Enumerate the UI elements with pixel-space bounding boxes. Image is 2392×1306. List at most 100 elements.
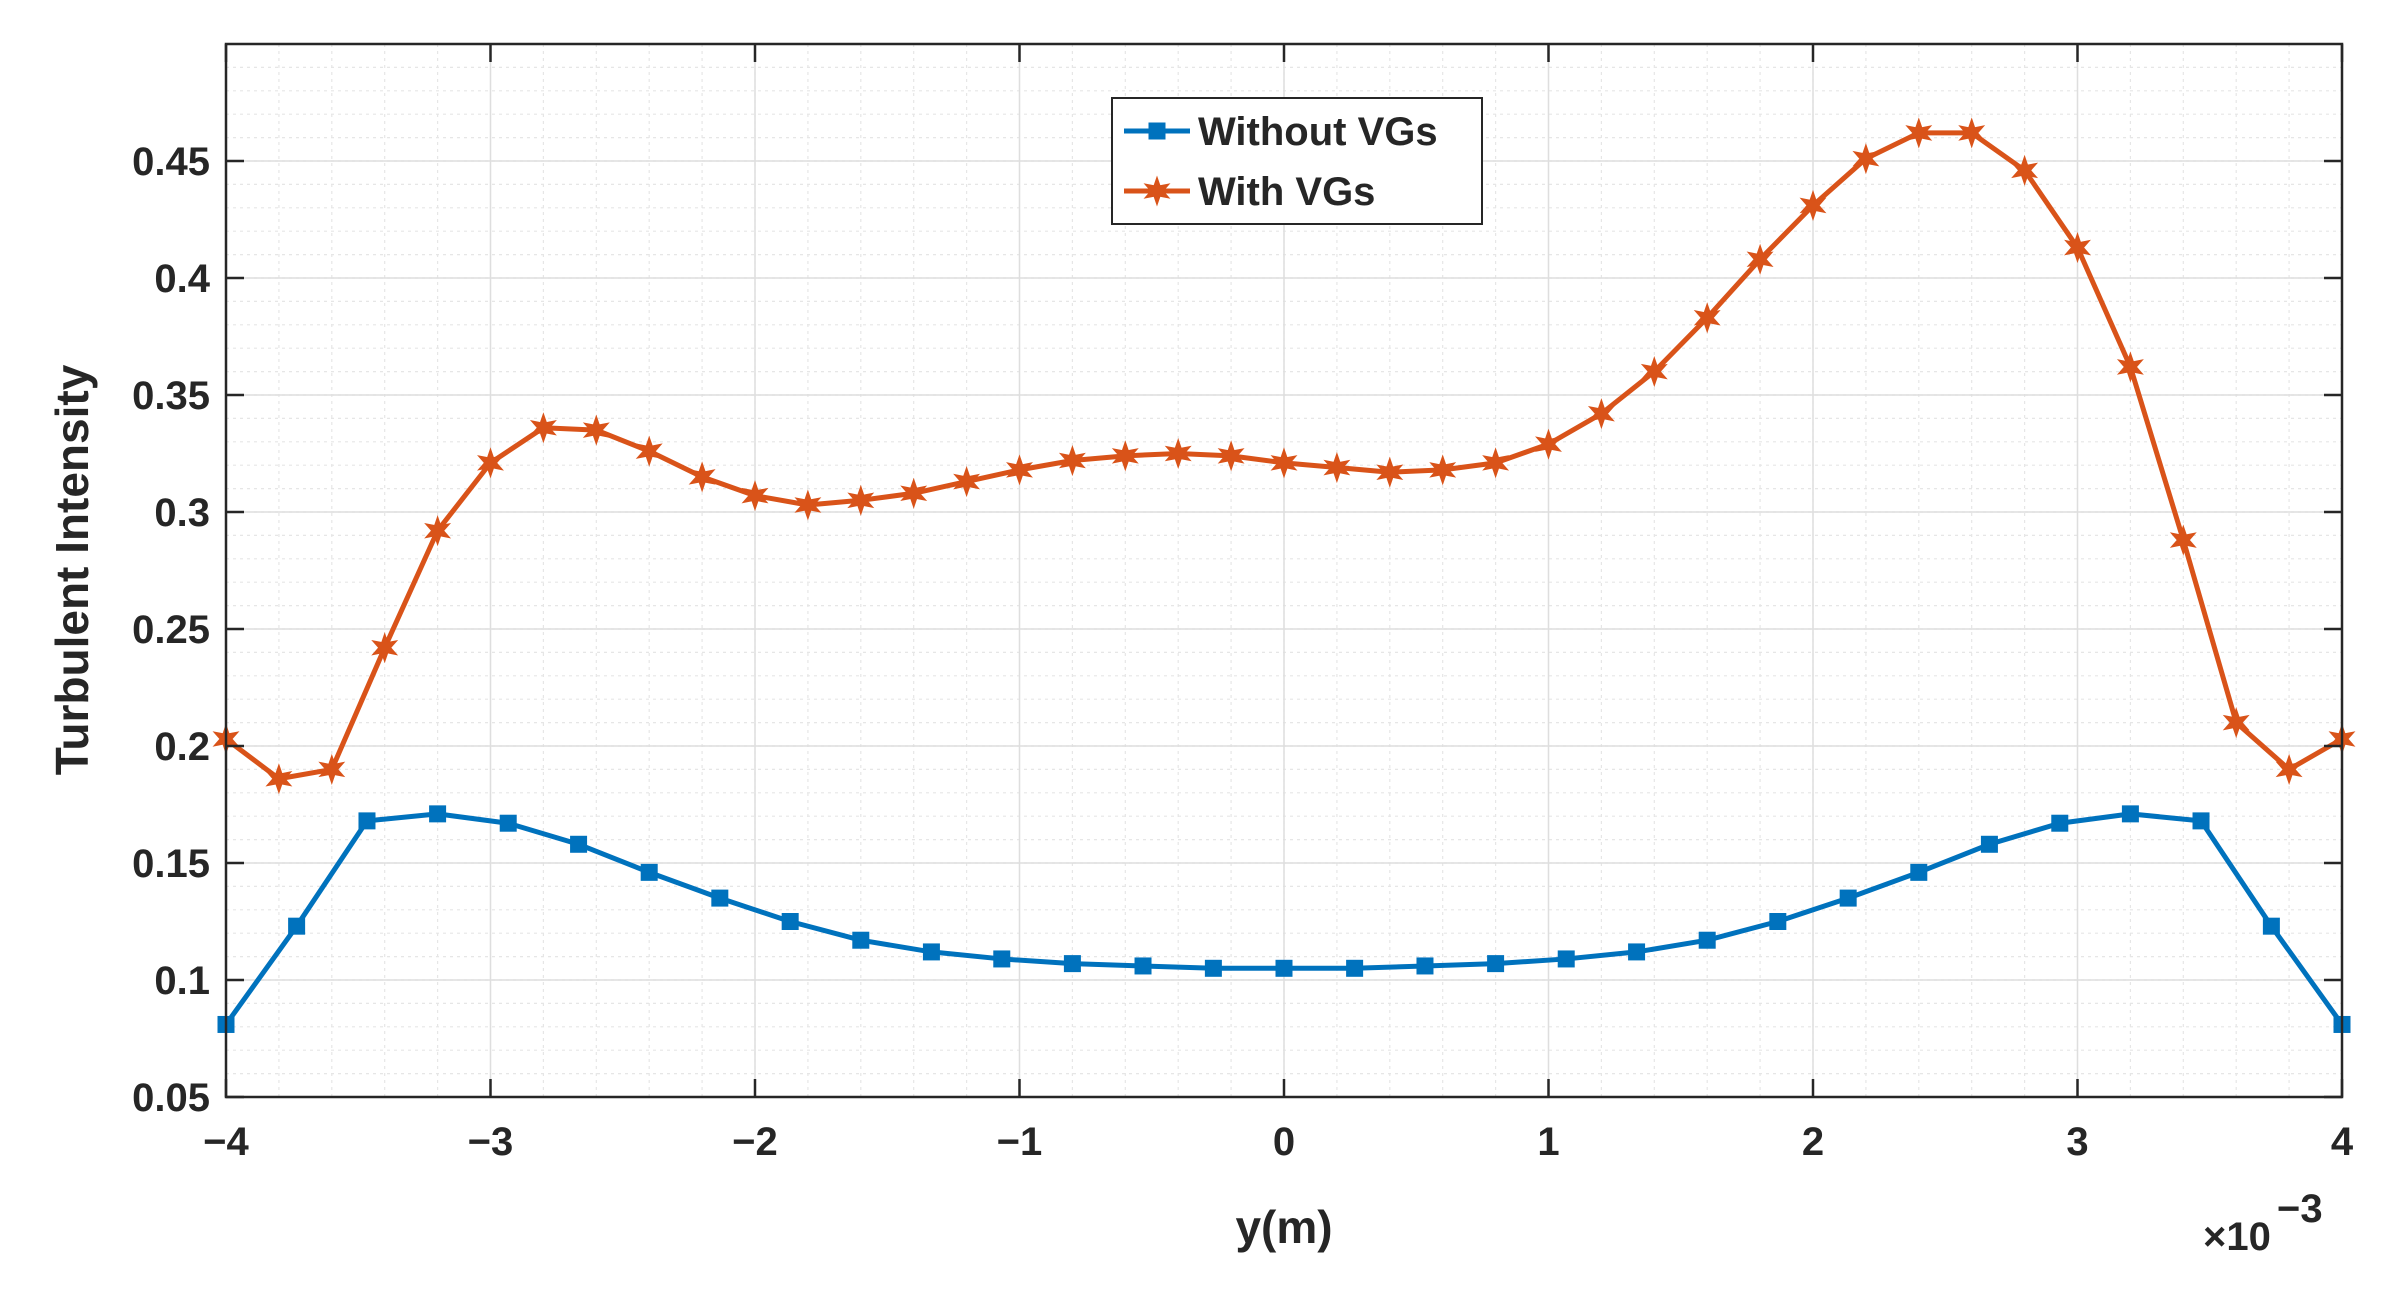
data-point [2011,154,2039,186]
data-point [640,863,658,881]
data-point [953,466,981,498]
data-point [1006,454,1033,486]
data-point [847,484,875,516]
data-point [529,412,557,444]
y-tick-label: 0.45 [132,140,210,184]
data-point [1628,943,1646,961]
data-point [499,814,517,832]
data-point [288,917,306,935]
data-point [1746,243,1774,275]
data-point [1799,189,1827,222]
data-point [2262,917,2280,935]
data-point [1980,835,1998,853]
legend-label: Without VGs [1198,110,1438,154]
legend-entries: Without VGs With VGs [1124,110,1438,214]
data-point [1958,117,1986,149]
legend: Without VGs With VGs [1111,97,1483,225]
data-point [429,805,447,823]
x-exponent: ×10 −3 [2203,1187,2323,1259]
y-tick-labels: 0.05 0.1 0.15 0.2 0.25 0.3 0.35 0.4 0.45 [132,140,211,1120]
series-layer [212,117,2356,1033]
data-point [900,477,928,509]
y-tick-label: 0.2 [154,725,210,769]
data-point [794,489,822,521]
data-point [1769,913,1787,930]
data-point [1204,959,1222,977]
legend-marker [1148,122,1166,140]
series-0 [217,805,2351,1033]
data-point [1270,447,1298,479]
y-tick-label: 0.4 [154,257,210,301]
data-point [1164,437,1192,470]
data-point [1698,931,1716,949]
data-point [1535,428,1562,460]
x-tick-label: −4 [203,1120,249,1164]
data-point [1640,356,1668,388]
data-point [2064,232,2091,264]
data-point [424,515,452,547]
data-point [371,632,399,664]
data-point [2051,814,2069,832]
x-tick-label: −2 [732,1120,778,1164]
y-tick-label: 0.1 [154,959,210,1003]
data-point [2192,812,2210,830]
data-point [741,480,769,512]
data-point [2169,524,2197,556]
legend-box [1111,97,1483,225]
data-point [1852,143,1880,175]
x-tick-label: 2 [1802,1120,1824,1164]
axis-ticks [224,44,2344,1099]
data-point [1275,959,1293,977]
data-point [1323,451,1351,484]
y-tick-label: 0.15 [132,842,210,886]
data-point [1346,959,1364,977]
data-point [582,414,610,446]
data-point [1487,955,1505,973]
data-point [1111,440,1139,472]
x-tick-label: 0 [1273,1120,1295,1164]
data-point [922,943,940,961]
data-point [1058,444,1086,477]
x-tick-labels: −4 −3 −2 −1 0 1 2 3 4 [203,1120,2354,1164]
data-point [711,889,729,907]
data-point [1839,889,1857,907]
data-point [688,461,716,493]
data-point [1376,456,1404,488]
data-point [2116,351,2144,383]
data-point [1482,447,1510,479]
x-tick-label: −1 [997,1120,1043,1164]
data-point [1217,440,1245,472]
y-tick-label: 0.35 [132,374,210,418]
data-point [358,812,376,830]
legend-label: With VGs [1198,170,1375,214]
data-point [781,913,799,930]
data-point [1416,957,1434,975]
data-point [635,435,663,467]
y-tick-label: 0.25 [132,608,210,652]
data-point [570,835,588,853]
x-axis-label: y(m) [1235,1201,1332,1253]
data-point [1905,117,1933,149]
data-point [265,763,293,795]
data-point [1063,955,1081,973]
y-tick-label: 0.05 [132,1076,210,1120]
data-point [477,447,504,479]
data-point [1429,454,1457,486]
data-point [1910,863,1928,881]
x-exponent-power: −3 [2277,1187,2323,1231]
legend-marker [1143,175,1171,207]
x-tick-label: −3 [468,1120,514,1164]
data-point [1587,398,1615,430]
data-point [993,950,1011,968]
data-point [1693,302,1721,334]
data-point [852,931,870,949]
x-tick-label: 3 [2066,1120,2088,1164]
data-point [1557,950,1575,968]
data-point [2121,805,2139,823]
x-tick-label: 4 [2331,1120,2354,1164]
data-point [2275,753,2303,785]
y-tick-label: 0.3 [154,491,210,535]
data-point [2222,707,2250,739]
x-tick-label: 1 [1537,1120,1559,1164]
